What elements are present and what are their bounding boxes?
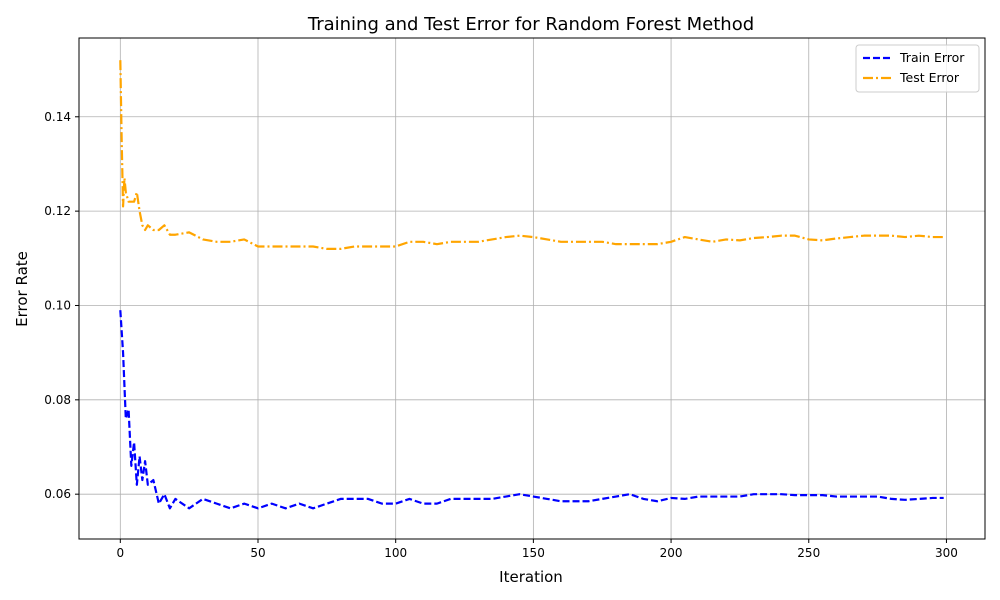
x-axis-label: Iteration (499, 568, 563, 586)
x-tick-label: 50 (250, 546, 265, 560)
x-tick-label: 250 (797, 546, 820, 560)
y-axis-label: Error Rate (13, 251, 31, 327)
x-tick-label: 150 (522, 546, 545, 560)
x-tick-label: 100 (384, 546, 407, 560)
legend-box (855, 44, 980, 93)
x-tick-label: 300 (935, 546, 958, 560)
legend-label-test: Test Error (899, 70, 960, 85)
y-tick-label: 0.06 (44, 487, 71, 501)
legend-label-train: Train Error (899, 50, 965, 65)
y-tick-label: 0.14 (44, 110, 71, 124)
x-tick-label: 200 (660, 546, 683, 560)
series-lines (119, 60, 944, 510)
y-tick-label: 0.10 (44, 298, 71, 312)
y-tick-label: 0.12 (44, 204, 71, 218)
legend: Train Error Test Error (855, 44, 980, 93)
ticks: 0 50 100 150 200 250 300 0.06 0.08 0.10 0.12 0.14 (44, 110, 958, 560)
y-tick-label: 0.08 (44, 393, 71, 407)
train-error-line (119, 310, 944, 510)
plot-frame (78, 37, 986, 540)
grid (79, 38, 985, 539)
test-error-line (119, 60, 944, 250)
chart-title: Training and Test Error for Random Fores… (307, 14, 754, 35)
x-tick-label: 0 (116, 546, 124, 560)
